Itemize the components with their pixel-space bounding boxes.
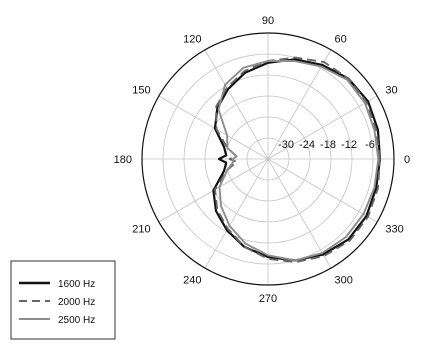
- angle-tick-label: 300: [335, 274, 353, 286]
- legend-label: 2500 Hz: [58, 315, 95, 326]
- angle-tick-label: 270: [259, 293, 277, 305]
- radial-tick-label: -24: [299, 139, 315, 151]
- angle-tick-label: 240: [183, 274, 201, 286]
- outer-ring: [141, 32, 395, 286]
- legend-box: [10, 260, 116, 340]
- angle-tick-label: 60: [335, 34, 347, 46]
- legend: 1600 Hz 2000 Hz 2500 Hz: [10, 260, 116, 340]
- angle-tick-label: 30: [385, 85, 397, 97]
- radial-tick-label: -30: [278, 139, 294, 151]
- angle-tick-label: 0: [404, 154, 410, 166]
- legend-label: 1600 Hz: [58, 279, 95, 290]
- polar-grid: [141, 32, 395, 286]
- series-line: [214, 56, 381, 264]
- series-line: [212, 58, 382, 262]
- angle-tick-label: 120: [183, 34, 201, 46]
- radial-tick-label: -12: [341, 139, 357, 151]
- ring--24: [225, 116, 311, 202]
- series-layer: [212, 56, 382, 264]
- angle-tick-labels: 0 30 60 90 120 150 180 210 240 270 300 330: [114, 15, 410, 305]
- ring--6: [162, 53, 374, 265]
- angle-tick-label: 210: [132, 224, 150, 236]
- ring--30: [246, 137, 290, 181]
- radial-tick-label: -18: [320, 139, 336, 151]
- radial-tick-labels: -30 -24 -18 -12 -6: [278, 139, 375, 151]
- angle-tick-label: 180: [114, 154, 132, 166]
- ring--18: [204, 95, 332, 223]
- angle-tick-label: 90: [262, 15, 274, 27]
- radial-tick-label: -6: [365, 139, 375, 151]
- angle-tick-label: 330: [385, 224, 403, 236]
- angle-tick-label: 150: [132, 85, 150, 97]
- ring--12: [183, 74, 353, 244]
- legend-label: 2000 Hz: [58, 297, 95, 308]
- series-line: [217, 60, 380, 262]
